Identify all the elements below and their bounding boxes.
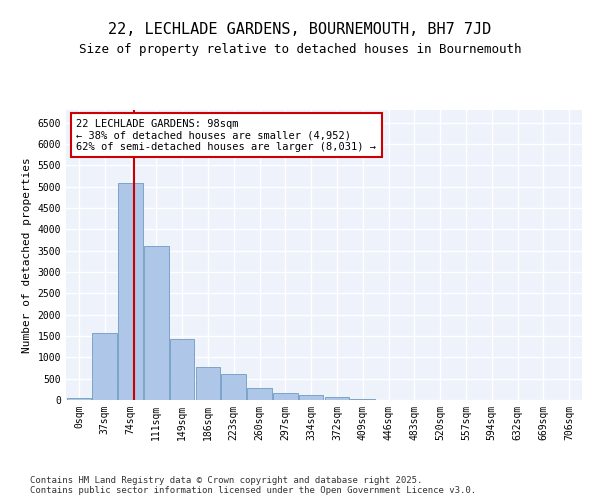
Text: Size of property relative to detached houses in Bournemouth: Size of property relative to detached ho… bbox=[79, 42, 521, 56]
Bar bbox=[170, 339, 194, 400]
Bar bbox=[350, 398, 375, 400]
Y-axis label: Number of detached properties: Number of detached properties bbox=[22, 157, 32, 353]
Bar bbox=[118, 184, 143, 400]
Text: 22, LECHLADE GARDENS, BOURNEMOUTH, BH7 7JD: 22, LECHLADE GARDENS, BOURNEMOUTH, BH7 7… bbox=[109, 22, 491, 38]
Text: Contains HM Land Registry data © Crown copyright and database right 2025.
Contai: Contains HM Land Registry data © Crown c… bbox=[30, 476, 476, 495]
Bar bbox=[144, 246, 169, 400]
Text: 22 LECHLADE GARDENS: 98sqm
← 38% of detached houses are smaller (4,952)
62% of s: 22 LECHLADE GARDENS: 98sqm ← 38% of deta… bbox=[76, 118, 376, 152]
Bar bbox=[273, 393, 298, 400]
Bar bbox=[247, 388, 272, 400]
Bar bbox=[299, 396, 323, 400]
Bar bbox=[92, 332, 117, 400]
Bar bbox=[67, 398, 91, 400]
Bar bbox=[221, 374, 246, 400]
Bar bbox=[325, 396, 349, 400]
Bar bbox=[196, 366, 220, 400]
